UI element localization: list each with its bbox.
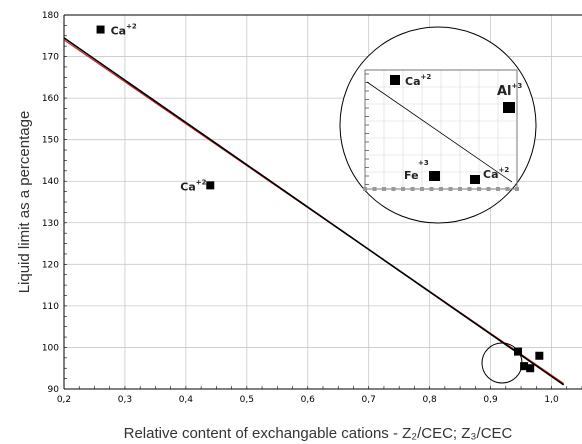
fit-lines bbox=[63, 37, 565, 386]
x-tick-label: 0,6 bbox=[301, 395, 316, 405]
inset-x-tick bbox=[429, 187, 434, 191]
data-point bbox=[526, 364, 535, 373]
inset-x-tick bbox=[496, 187, 500, 191]
x-tick-label: 0,2 bbox=[57, 395, 71, 405]
y-axis-title: Liquid limit as a percentage bbox=[16, 111, 33, 294]
x-tick-labels: 0,2 0,3 0,4 0,5 0,6 0,7 0,8 0,9 1,0 bbox=[57, 395, 559, 405]
inset-x-tick bbox=[467, 187, 472, 191]
y-tick-label: 110 bbox=[42, 302, 59, 312]
data-point bbox=[535, 351, 544, 360]
x-tick-label: 0,3 bbox=[118, 395, 132, 405]
inset-label-ca-1: Ca+2 bbox=[405, 73, 431, 88]
inset-point-al bbox=[503, 102, 515, 113]
x-tick-label: 0,5 bbox=[240, 395, 254, 405]
inset-point-fe bbox=[429, 171, 440, 181]
inset-x-tick bbox=[372, 187, 377, 191]
y-tick-label: 150 bbox=[42, 136, 59, 146]
y-tick-label: 180 bbox=[42, 11, 59, 21]
inset-label-fe-sup: +3 bbox=[418, 159, 429, 167]
x-tick-label: 0,8 bbox=[422, 395, 437, 405]
y-tick-label: 140 bbox=[42, 177, 59, 187]
y-tick-label: 170 bbox=[42, 53, 59, 63]
y-tick-label: 90 bbox=[48, 385, 60, 395]
inset-label-ca-2: Ca+2 bbox=[483, 166, 509, 181]
inset-point-ca-2 bbox=[470, 175, 480, 184]
inset-point-ca-1 bbox=[390, 75, 400, 85]
inset-x-tick bbox=[458, 187, 462, 191]
data-point bbox=[96, 25, 105, 34]
data-point bbox=[206, 181, 215, 190]
x-tick-label: 0,7 bbox=[362, 395, 376, 405]
magnified-inset: Ca+2 Al+3 Fe +3 Ca+2 bbox=[339, 26, 537, 224]
x-axis-title: Relative content of exchangable cations … bbox=[124, 425, 513, 442]
inset-x-tick bbox=[515, 187, 519, 191]
data-points: Ca+2 Ca+2 bbox=[96, 23, 544, 373]
data-point bbox=[520, 362, 529, 371]
inset-x-tick bbox=[448, 187, 453, 191]
inset-x-tick bbox=[439, 187, 443, 191]
y-tick-label: 160 bbox=[42, 94, 59, 104]
inset-label-fe: Fe bbox=[404, 169, 419, 182]
point-label: Ca+2 bbox=[111, 23, 137, 38]
y-tick-label: 100 bbox=[42, 343, 59, 353]
inset-x-tick bbox=[486, 187, 491, 191]
inset-x-tick bbox=[401, 187, 405, 191]
x-tick-label: 0,4 bbox=[179, 395, 194, 405]
inset-circle bbox=[339, 26, 537, 224]
inset-x-tick bbox=[420, 187, 424, 191]
inset-x-tick bbox=[382, 187, 386, 191]
inset-tick-marks bbox=[363, 73, 519, 191]
inset-label-al: Al+3 bbox=[497, 82, 522, 99]
inset-fit-line bbox=[366, 81, 513, 183]
inset-x-tick bbox=[391, 187, 396, 191]
inset-grid bbox=[365, 70, 517, 189]
y-tick-labels: 90 100 110 120 130 140 150 160 170 180 bbox=[42, 11, 59, 395]
point-label: Ca+2 bbox=[180, 178, 206, 193]
y-tick-label: 130 bbox=[42, 219, 59, 229]
data-point bbox=[514, 347, 523, 356]
inset-x-tick bbox=[505, 187, 510, 191]
inset-x-tick bbox=[363, 187, 367, 191]
y-tick-label: 120 bbox=[42, 260, 59, 270]
inset-x-tick bbox=[477, 187, 481, 191]
inset-x-tick bbox=[410, 187, 415, 191]
x-tick-label: 0,9 bbox=[483, 395, 498, 405]
x-tick-label: 1,0 bbox=[544, 395, 559, 405]
fit-line bbox=[63, 37, 565, 386]
